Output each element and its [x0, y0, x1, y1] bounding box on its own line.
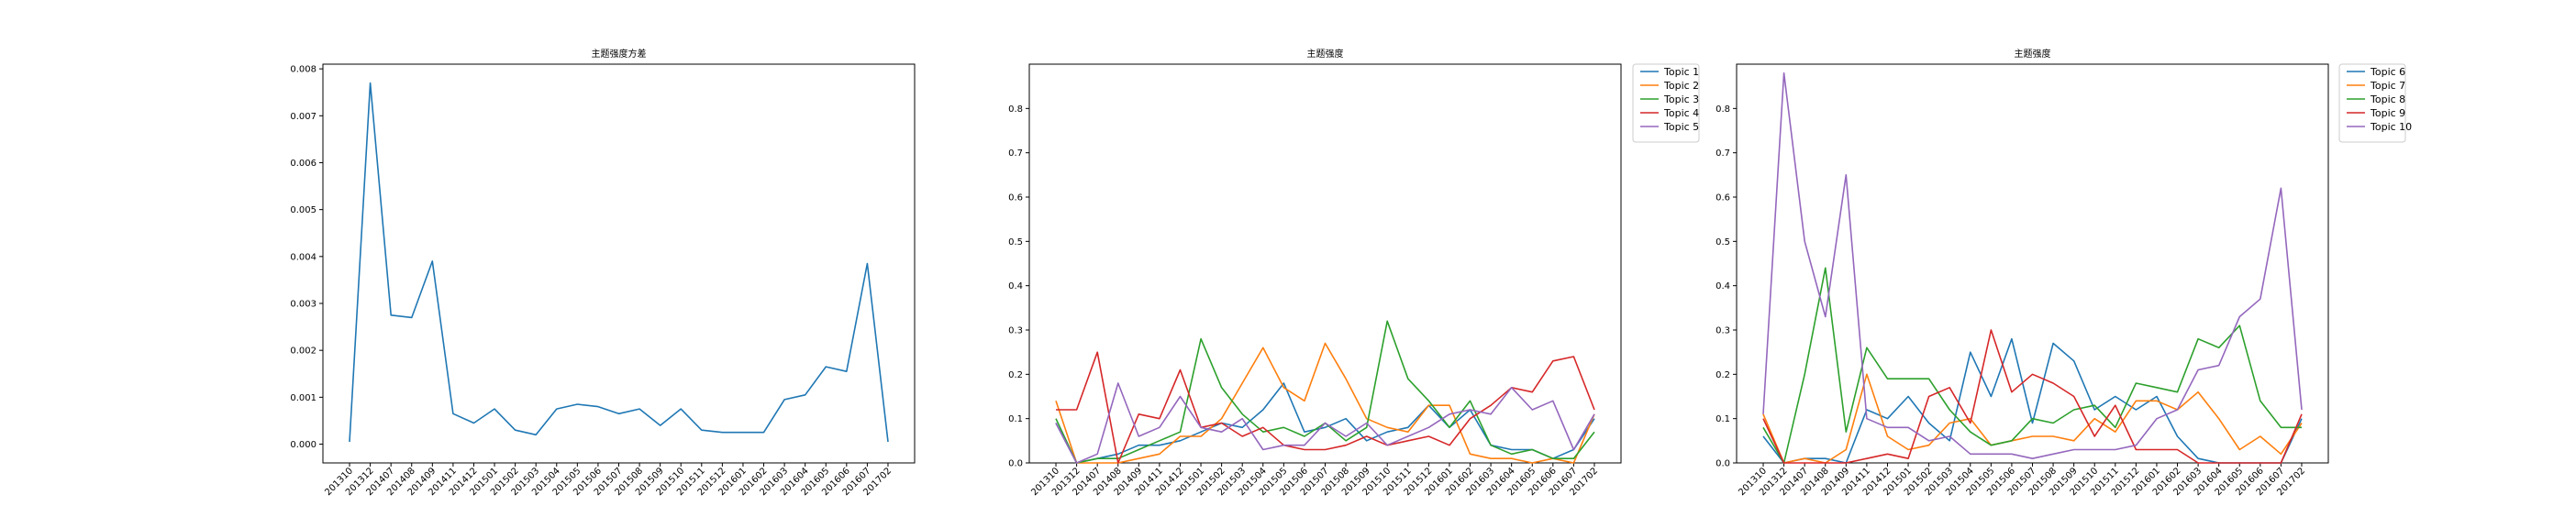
- y-tick-label: 0.001: [290, 393, 316, 403]
- y-tick-label: 0.006: [290, 159, 316, 169]
- y-tick-label: 0.6: [1008, 193, 1023, 204]
- legend-entry-topic-8: Topic 8: [2370, 94, 2405, 105]
- legend-entry-topic-9: Topic 9: [2370, 107, 2405, 119]
- y-tick-label: 0.1: [1008, 414, 1023, 424]
- y-tick-label: 0.7: [1008, 148, 1023, 159]
- legend-box: [1632, 63, 1700, 143]
- series-line-topic-1: [1055, 382, 1595, 464]
- series-line-topic-8: [1762, 267, 2302, 464]
- series-line-topic-7: [1762, 373, 2303, 464]
- y-tick-label: 0.003: [290, 300, 316, 310]
- series-line-topic-10: [1762, 72, 2303, 460]
- legend-entry-topic-3: Topic 3: [1663, 94, 1699, 105]
- plot-frame: [1736, 63, 2329, 464]
- y-tick-label: 0.000: [290, 440, 316, 450]
- y-tick-label: 0.6: [1715, 193, 1730, 204]
- series-line-topic-4: [1056, 351, 1595, 464]
- series-line-topic-9: [1762, 329, 2303, 464]
- legend-box: [2338, 63, 2406, 143]
- legend-entry-topic-6: Topic 6: [2370, 66, 2405, 78]
- series-line-variance: [349, 82, 889, 443]
- y-tick-label: 0.007: [290, 112, 316, 122]
- y-tick-label: 0.004: [290, 252, 316, 262]
- series-line-topic-6: [1762, 337, 2303, 464]
- y-tick-label: 0.5: [1008, 237, 1023, 248]
- y-tick-label: 0.2: [1008, 370, 1023, 380]
- y-tick-label: 0.002: [290, 346, 316, 357]
- series-line-topic-3: [1055, 320, 1595, 464]
- series-line-topic-2: [1055, 342, 1595, 464]
- plot-frame: [322, 63, 916, 464]
- y-tick-label: 0.5: [1715, 237, 1730, 248]
- legend-entry-topic-2: Topic 2: [1663, 80, 1699, 92]
- y-tick-label: 0.4: [1008, 281, 1023, 292]
- y-tick-label: 0.8: [1715, 104, 1730, 115]
- chart-title: 主题强度方差: [592, 48, 647, 60]
- y-tick-label: 0.3: [1008, 326, 1023, 336]
- plot-frame: [1028, 63, 1622, 464]
- y-tick-label: 0.0: [1715, 459, 1730, 469]
- legend-entry-topic-1: Topic 1: [1663, 66, 1699, 78]
- legend: Topic 6 Topic 7 Topic 8 Topic 9 Topic 10: [2338, 63, 2412, 143]
- chart-title: 主题强度: [2015, 48, 2051, 60]
- chart-title: 主题强度: [1307, 48, 1344, 60]
- legend: Topic 1 Topic 2 Topic 3 Topic 4 Topic 5: [1632, 63, 1700, 143]
- variance-chart-panel: 主题强度方差 0.000 0.001 0.002 0.003 0.004 0.005 0.00…: [290, 48, 916, 498]
- legend-entry-topic-7: Topic 7: [2370, 80, 2405, 92]
- topic-intensity-chart-2-panel: 主题强度0.00.10.20.30.40.50.60.70.8201310201…: [1715, 48, 2412, 498]
- legend-entry-topic-5: Topic 5: [1663, 121, 1699, 133]
- y-tick-label: 0.0: [1008, 459, 1023, 469]
- y-tick-label: 0.8: [1008, 104, 1023, 115]
- topic-intensity-chart-1-panel: 主题强度0.00.10.20.30.40.50.60.70.8201310201…: [1008, 48, 1700, 498]
- y-tick-label: 0.2: [1715, 370, 1730, 380]
- y-tick-label: 0.4: [1715, 281, 1730, 292]
- y-tick-label: 0.3: [1715, 326, 1730, 336]
- legend-entry-topic-4: Topic 4: [1663, 107, 1699, 119]
- y-tick-label: 0.008: [290, 65, 316, 75]
- series-line-topic-5: [1055, 382, 1595, 464]
- y-tick-label: 0.1: [1715, 414, 1730, 424]
- y-tick-label: 0.005: [290, 205, 316, 215]
- legend-entry-topic-10: Topic 10: [2370, 121, 2412, 133]
- y-tick-label: 0.7: [1715, 148, 1730, 159]
